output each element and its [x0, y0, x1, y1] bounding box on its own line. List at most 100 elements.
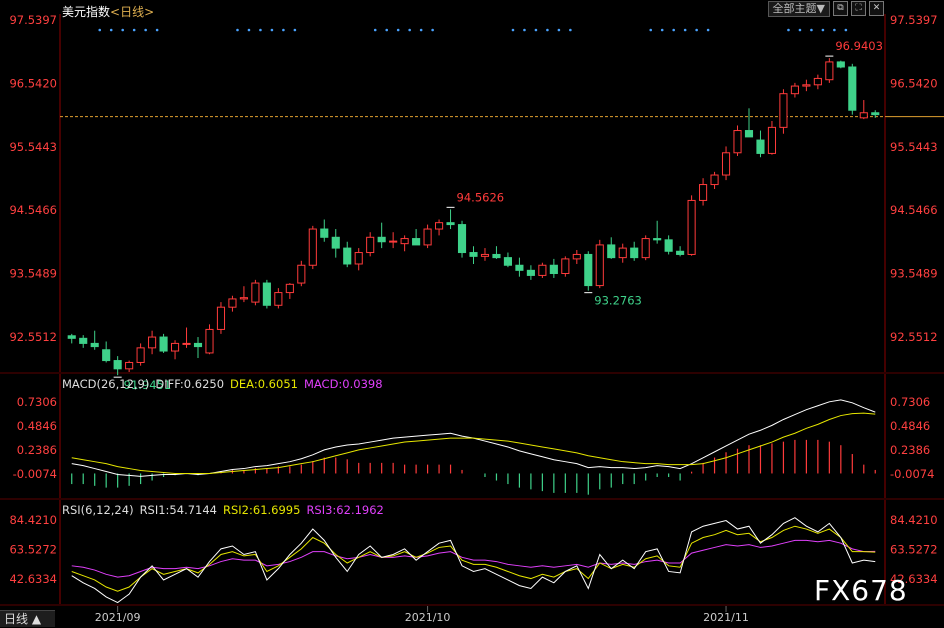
event-dot	[844, 28, 848, 32]
candle-body	[285, 283, 294, 294]
rsi-params: RSI(6,12,24)	[62, 503, 134, 517]
macd-tick-right: 0.4846	[890, 419, 930, 433]
candle-body	[664, 239, 673, 252]
event-dot	[98, 28, 102, 32]
macd-params: MACD(26,12,9)	[62, 377, 150, 391]
macd-tick-left: 0.7306	[17, 395, 57, 409]
event-dot	[649, 28, 653, 32]
candle-body	[423, 228, 432, 246]
event-dot	[270, 28, 274, 32]
price-tick-right: 96.5420	[890, 76, 938, 90]
candle-body	[377, 236, 386, 243]
theme-dropdown[interactable]: 全部主题▼	[767, 1, 830, 17]
price-tick-left: 95.5443	[9, 140, 57, 154]
event-dot	[396, 28, 400, 32]
candle-body	[343, 247, 352, 265]
event-dot	[293, 28, 297, 32]
candle-body	[653, 238, 662, 241]
candle-body	[446, 222, 455, 226]
high-annotation: 94.5626	[457, 190, 505, 204]
candle-body	[790, 85, 799, 95]
candle-body	[125, 361, 134, 370]
event-dot	[132, 28, 136, 32]
candle-body	[102, 349, 111, 362]
rsi-tick-right: 42.6334	[890, 572, 938, 586]
candle-body	[676, 250, 685, 255]
candle-body	[641, 238, 650, 259]
fullscreen-icon[interactable]: ⛶	[851, 1, 866, 16]
candle-body	[767, 126, 777, 154]
candle-body	[170, 342, 180, 352]
event-dot	[282, 28, 285, 32]
rsi-tick-right: 84.4210	[890, 513, 938, 527]
candle-body	[389, 240, 398, 243]
event-dot	[660, 28, 664, 32]
restore-icon[interactable]: ⧉	[833, 1, 848, 16]
candle-body	[710, 174, 719, 186]
candle-body	[721, 152, 731, 176]
candle-body	[618, 247, 627, 259]
price-tick-right: 95.5443	[890, 140, 938, 154]
candle-body	[699, 184, 708, 201]
candle-body	[193, 342, 203, 348]
low-annotation: 91.9451	[124, 378, 172, 392]
candle-body	[549, 264, 558, 275]
macd-value: MACD:0.0398	[303, 377, 383, 391]
candle-body	[480, 253, 490, 257]
macd-tick-left: 0.4846	[17, 419, 57, 433]
candle-body	[79, 337, 88, 344]
period-label[interactable]: <日线>	[110, 5, 155, 19]
event-dot	[431, 28, 434, 32]
price-tick-right: 93.5489	[890, 267, 938, 281]
rsi-tick-left: 63.5272	[9, 543, 57, 557]
candle-body	[572, 253, 581, 260]
candle-body	[871, 112, 880, 116]
price-tick-right: 92.5512	[890, 330, 938, 344]
symbol-name: 美元指数	[62, 5, 111, 19]
candle-body	[297, 264, 306, 284]
candle-body	[595, 244, 604, 287]
rsi1-value: RSI1:54.7144	[139, 503, 217, 517]
event-dot	[373, 28, 377, 32]
macd-tick-left: 0.2386	[17, 443, 57, 457]
period-tab[interactable]: 日线 ▲	[0, 610, 55, 627]
candle-body	[848, 66, 857, 111]
candle-body	[205, 328, 214, 354]
price-tick-right: 94.5466	[890, 203, 938, 217]
price-tick-left: 94.5466	[9, 203, 57, 217]
candle-body	[607, 244, 616, 259]
event-dot	[557, 28, 561, 32]
event-dot	[385, 28, 389, 32]
rsi-tick-right: 63.5272	[890, 543, 938, 557]
event-dot	[706, 28, 710, 32]
event-dot	[798, 28, 802, 32]
macd-diff-value: DIFF:0.6250	[155, 377, 225, 391]
candle-body	[561, 258, 570, 275]
macd-legend: MACD(26,12,9) DIFF:0.6250 DEA:0.6051 MACD:0…	[62, 377, 389, 391]
rsi-legend: RSI(6,12,24) RSI1:54.7144 RSI2:61.6995 RSI3…	[62, 503, 390, 517]
candle-body	[366, 236, 375, 254]
candle-body	[262, 282, 271, 306]
event-dot	[683, 28, 687, 32]
event-dot	[121, 28, 124, 32]
high-annotation: 96.9403	[835, 39, 883, 53]
event-dot	[810, 28, 813, 32]
candle-body	[320, 228, 329, 238]
candle-body	[538, 264, 547, 276]
rsi-tick-left: 84.4210	[9, 513, 57, 527]
price-tick-left: 97.5397	[9, 13, 57, 27]
event-dot	[155, 28, 159, 32]
candle-body	[687, 199, 696, 255]
event-dot	[833, 28, 836, 32]
close-icon[interactable]: ✕	[869, 1, 884, 16]
event-dot	[408, 28, 411, 32]
macd-tick-right: 0.7306	[890, 395, 930, 409]
event-dot	[523, 28, 526, 32]
candle-body	[136, 347, 145, 363]
macd-tick-right: 0.2386	[890, 443, 930, 457]
candle-body	[251, 282, 260, 303]
price-tick-left: 96.5420	[9, 76, 57, 90]
date-label: 2021/11	[703, 611, 749, 624]
event-dot	[419, 28, 423, 32]
candle-body	[354, 252, 363, 265]
